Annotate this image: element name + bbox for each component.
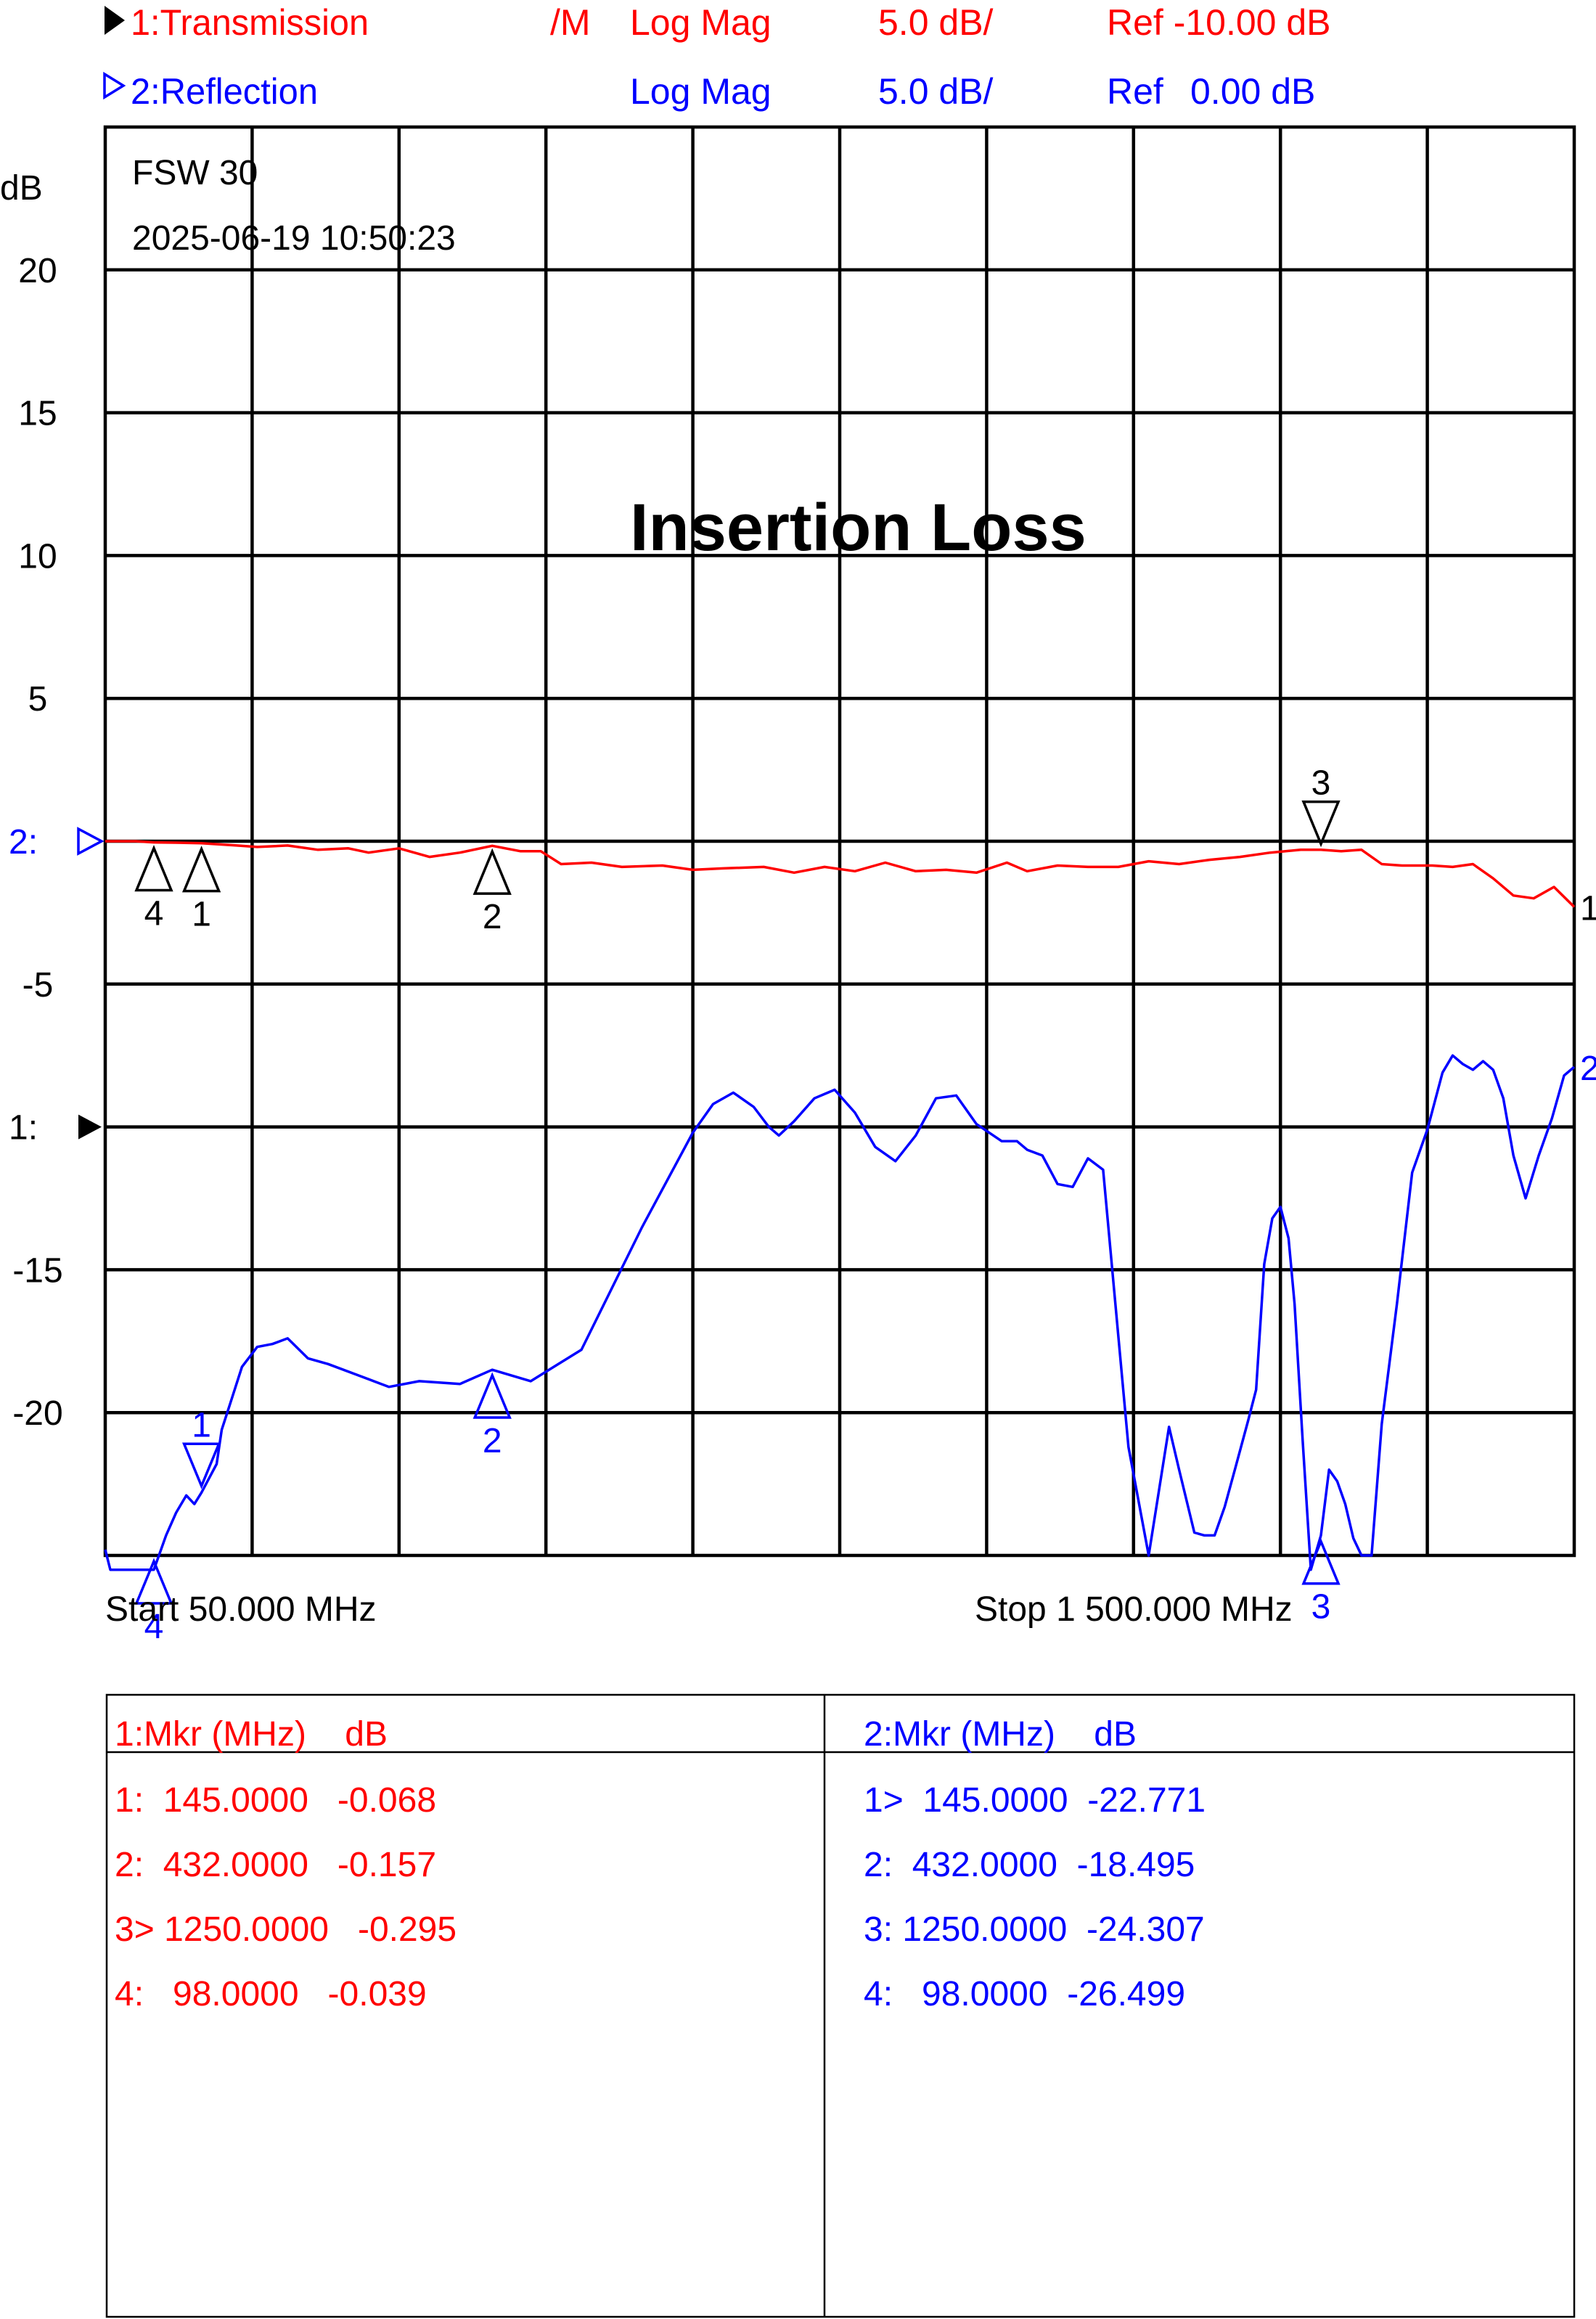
- trace1-scale[interactable]: 5.0 dB/: [878, 2, 994, 43]
- trace1-marker-2-icon[interactable]: [472, 848, 512, 895]
- trace1-active-arrow-icon: [105, 6, 125, 35]
- marker-table: 1:Mkr (MHz) dB 2:Mkr (MHz) dB 1: 145.000…: [105, 1693, 1576, 2318]
- traces: 12: [104, 840, 1596, 1571]
- trace1-marker-4-label: 4: [144, 895, 164, 933]
- trace1-marker-2-label: 2: [483, 898, 502, 936]
- marker-row[interactable]: 1: 145.0000 -0.068: [115, 1781, 436, 1820]
- trace2-ref-value[interactable]: 0.00 dB: [1190, 71, 1315, 112]
- ref-level-label: 2:: [9, 823, 38, 862]
- trace2-marker-3-icon[interactable]: [1301, 1538, 1341, 1585]
- trace2-marker-2-icon[interactable]: [472, 1372, 512, 1419]
- trace2-marker-4-label: 4: [144, 1608, 164, 1646]
- y-tick-label: -15: [12, 1251, 62, 1290]
- trace1-ref[interactable]: Ref -10.00 dB: [1107, 2, 1331, 43]
- trace1-marker-1-icon[interactable]: [181, 846, 221, 893]
- trace2-marker-2-label: 2: [483, 1422, 502, 1460]
- trace1-marker-3-icon[interactable]: [1301, 800, 1341, 848]
- ref-level-arrow-icon: [77, 827, 105, 856]
- trace2-marker-4-icon[interactable]: [134, 1558, 173, 1605]
- trace1-label[interactable]: 1:Transmission: [131, 2, 369, 43]
- trace2-header: 2:Reflection Log Mag 5.0 dB/ Ref 0.00 dB: [103, 71, 1315, 112]
- reference-markers: 2: 1:: [9, 823, 105, 1148]
- instrument-name: FSW 30: [132, 154, 258, 192]
- marker-table-header-trace1: 1:Mkr (MHz) dB: [115, 1715, 388, 1754]
- marker-row[interactable]: 4: 98.0000 -0.039: [115, 1975, 427, 2013]
- marker-row[interactable]: 4: 98.0000 -26.499: [864, 1975, 1185, 2013]
- y-tick-label: 10: [18, 537, 57, 576]
- trace2-scale[interactable]: 5.0 dB/: [878, 71, 994, 112]
- y-tick-label: 15: [18, 395, 57, 433]
- y-tick-label: -5: [22, 966, 54, 1005]
- y-tick-label: 20: [18, 252, 57, 290]
- y-tick-label: 5: [28, 680, 48, 719]
- trace2-marker-3-label: 3: [1311, 1588, 1331, 1627]
- x-start-label: Start 50.000 MHz: [105, 1590, 377, 1629]
- x-stop-label: Stop 1 500.000 MHz: [975, 1590, 1293, 1629]
- trace1-end-label: 1: [1580, 890, 1596, 928]
- trace1-marker-4-icon[interactable]: [134, 844, 173, 892]
- y-axis-unit: dB: [0, 169, 43, 208]
- timestamp: 2025-06-19 10:50:23: [132, 219, 456, 258]
- trace2-format[interactable]: Log Mag: [630, 71, 772, 112]
- plot-grid: [103, 125, 1576, 1558]
- y-tick-labels: 20 15 10 5 -5 -15 -20: [12, 252, 62, 1433]
- marker-row[interactable]: 2: 432.0000 -18.495: [864, 1846, 1195, 1884]
- marker-row[interactable]: 3> 1250.0000 -0.295: [115, 1910, 457, 1949]
- trace2-end-label: 2: [1580, 1050, 1596, 1088]
- trace1-flag: /M: [550, 2, 591, 43]
- trace1-format[interactable]: Log Mag: [630, 2, 772, 43]
- marker-row[interactable]: 2: 432.0000 -0.157: [115, 1846, 436, 1884]
- trace2-marker-1-icon[interactable]: [181, 1442, 221, 1489]
- y-tick-label: -20: [12, 1394, 62, 1433]
- trace2-marker-1-label: 1: [192, 1406, 211, 1444]
- marker-table-frame: [105, 1693, 1576, 2318]
- trace2-arrow-icon: [103, 71, 126, 100]
- marker-row[interactable]: 1> 145.0000 -22.771: [864, 1781, 1206, 1820]
- trace1-marker-1-label: 1: [192, 896, 211, 934]
- trace1-header: 1:Transmission /M Log Mag 5.0 dB/ Ref -1…: [105, 2, 1331, 43]
- ref-level-label: 1:: [9, 1109, 38, 1148]
- trace1-line[interactable]: [105, 840, 1576, 908]
- trace1-marker-3-label: 3: [1311, 764, 1331, 803]
- marker-table-header-trace2: 2:Mkr (MHz) dB: [864, 1715, 1137, 1754]
- marker-row[interactable]: 3: 1250.0000 -24.307: [864, 1910, 1205, 1949]
- ref-level-arrow-icon: [78, 1114, 102, 1140]
- trace2-ref[interactable]: Ref: [1107, 71, 1163, 112]
- chart-title: Insertion Loss: [630, 491, 1086, 565]
- trace2-label[interactable]: 2:Reflection: [131, 71, 318, 112]
- trace2-line[interactable]: [104, 1054, 1576, 1571]
